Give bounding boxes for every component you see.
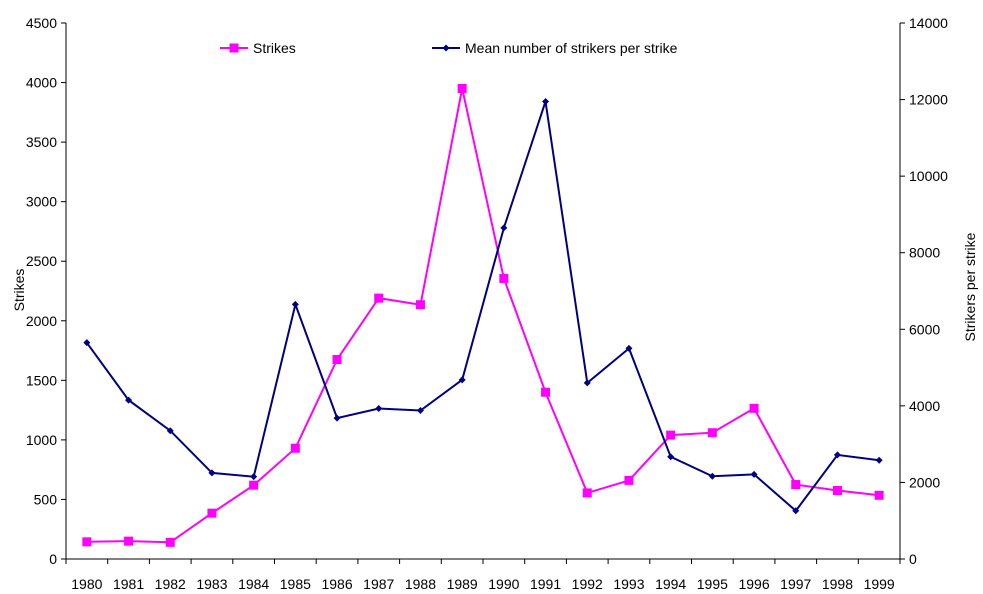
data-point [83,339,91,347]
tick-labels: 0 500 1000 1500 2000 2500 3000 3500 4000 4500 0 200… [26,15,948,592]
data-point [582,488,592,498]
data-point [290,443,300,453]
x-tick-label: 1984 [238,576,269,592]
data-point [667,453,675,461]
y-axis-label-right: Strikers per strike [962,232,978,341]
legend-item: Strikes [220,40,296,56]
y-tick-left-label: 2000 [26,313,57,329]
y-tick-left-label: 4000 [26,75,57,91]
x-tick-label: 1981 [113,576,144,592]
data-point [165,537,175,547]
x-tick-label: 1999 [864,576,895,592]
data-point [832,486,842,496]
y-tick-right-label: 2000 [909,474,940,490]
data-point [541,387,551,397]
y-tick-right-label: 14000 [909,15,948,31]
x-tick-label: 1983 [196,576,227,592]
data-point [124,536,134,546]
data-point [458,376,466,384]
y-tick-left-label: 1500 [26,372,57,388]
y-tick-left-label: 3500 [26,134,57,150]
x-tick-label: 1996 [738,576,769,592]
data-point [624,475,634,485]
data-point [332,354,342,364]
data-point [499,273,509,283]
y-tick-right-label: 12000 [909,92,948,108]
x-tick-label: 1998 [822,576,853,592]
data-point [750,470,758,478]
data-point [457,84,467,94]
data-point [875,456,883,464]
data-point [375,405,383,413]
legend-label: Mean number of strikers per strike [465,40,678,56]
y-axis-label-left: Strikes [11,269,27,312]
data-point [82,537,92,547]
y-tick-right-label: 4000 [909,398,940,414]
data-point [207,508,217,518]
axes [61,22,905,564]
x-tick-label: 1986 [321,576,352,592]
x-tick-label: 1989 [447,576,478,592]
data-point [542,97,550,105]
x-tick-label: 1995 [697,576,728,592]
x-tick-label: 1992 [572,576,603,592]
data-point [791,480,801,490]
x-tick-label: 1997 [780,576,811,592]
legend-item: Mean number of strikers per strike [432,40,678,56]
series-line [85,101,880,513]
y-tick-right-label: 8000 [909,245,940,261]
x-tick-label: 1987 [363,576,394,592]
series-strikes [82,84,884,547]
data-point [625,344,633,352]
x-tick-label: 1990 [488,576,519,592]
x-tick-label: 1982 [155,576,186,592]
data-point [415,300,425,310]
data-point [874,490,884,500]
data-point [416,406,424,414]
legend-marker [442,44,450,52]
x-tick-label: 1994 [655,576,686,592]
data-point [749,403,759,413]
data-point [250,473,258,481]
data-point [291,300,299,308]
data-point [792,507,800,515]
data-point [833,451,841,459]
legend: Strikes Mean number of strikers per strik… [220,40,678,56]
series [82,84,884,547]
x-tick-label: 1980 [71,576,102,592]
series-strikers-per-strike [83,97,883,515]
data-point [208,469,216,477]
x-tick-label: 1985 [280,576,311,592]
x-tick-label: 1988 [405,576,436,592]
y-tick-right-label: 10000 [909,168,948,184]
y-tick-left-label: 0 [49,551,57,567]
y-tick-left-label: 3000 [26,194,57,210]
data-point [374,293,384,303]
y-tick-left-label: 2500 [26,253,57,269]
x-tick-label: 1991 [530,576,561,592]
x-tick-label: 1993 [613,576,644,592]
data-point [500,224,508,232]
y-tick-left-label: 4500 [26,15,57,31]
legend-marker [229,43,239,53]
data-point [708,472,716,480]
data-point [707,428,717,438]
data-point [249,480,259,490]
data-point [125,396,133,404]
data-point [666,430,676,440]
series-line [86,88,880,544]
y-tick-right-label: 0 [909,551,917,567]
data-point [583,379,591,387]
legend-label: Strikes [253,40,296,56]
y-tick-left-label: 500 [34,491,58,507]
data-point [166,427,174,435]
data-point [333,414,341,422]
y-tick-left-label: 1000 [26,432,57,448]
y-tick-right-label: 6000 [909,321,940,337]
